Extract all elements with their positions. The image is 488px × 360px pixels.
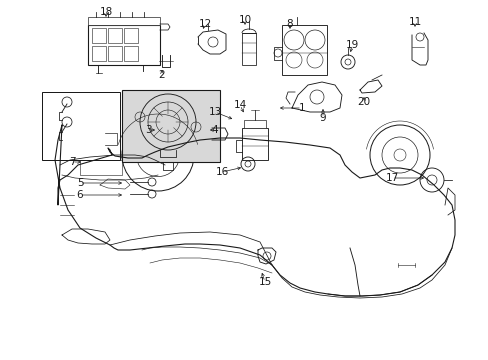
Text: 17: 17 xyxy=(385,173,398,183)
Text: 18: 18 xyxy=(99,7,112,17)
Text: 4: 4 xyxy=(211,125,218,135)
Text: 10: 10 xyxy=(238,15,251,25)
Bar xyxy=(244,120,265,128)
Bar xyxy=(124,28,138,43)
Text: 8: 8 xyxy=(286,19,293,29)
Bar xyxy=(92,46,106,61)
Text: 12: 12 xyxy=(198,19,211,29)
Text: 11: 11 xyxy=(407,17,421,27)
Text: 16: 16 xyxy=(215,167,228,177)
Bar xyxy=(282,25,326,75)
Text: 15: 15 xyxy=(258,277,271,287)
Bar xyxy=(242,33,256,65)
Bar xyxy=(80,160,122,175)
Text: 3: 3 xyxy=(144,125,151,135)
Bar xyxy=(108,28,122,43)
Bar xyxy=(42,92,120,160)
Text: 5: 5 xyxy=(77,178,83,188)
Text: 13: 13 xyxy=(208,107,221,117)
Text: 19: 19 xyxy=(345,40,358,50)
Bar xyxy=(122,90,220,162)
Text: 14: 14 xyxy=(233,100,246,110)
Bar xyxy=(242,128,267,160)
Text: 9: 9 xyxy=(319,113,325,123)
Text: 1: 1 xyxy=(298,103,305,113)
Bar xyxy=(88,25,160,65)
Bar xyxy=(92,28,106,43)
Text: 20: 20 xyxy=(357,97,370,107)
Bar xyxy=(88,17,160,25)
Text: 2: 2 xyxy=(159,70,165,80)
Bar xyxy=(108,46,122,61)
Text: 7: 7 xyxy=(68,157,75,167)
Text: 6: 6 xyxy=(77,190,83,200)
Bar xyxy=(124,46,138,61)
